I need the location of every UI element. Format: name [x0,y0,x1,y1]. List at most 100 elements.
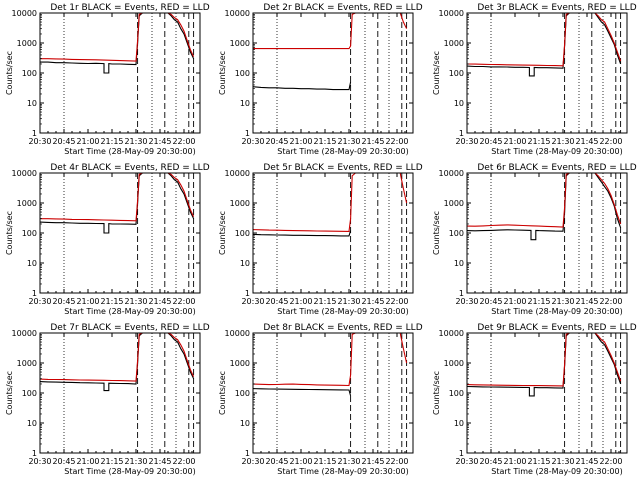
y-tick-label: 10000 [12,9,37,18]
y-tick-label: 1 [459,449,464,458]
x-tick-label: 21:30 [124,457,147,466]
panel-title: Det 8r BLACK = Events, RED = LLD [263,323,422,333]
x-tick-label: 21:00 [76,137,99,146]
y-axis-label: Counts/sec [432,211,441,255]
x-tick-label: 21:15 [313,137,336,146]
panel-title: Det 1r BLACK = Events, RED = LLD [50,3,209,13]
x-tick-label: 22:00 [385,457,408,466]
y-tick-label: 1 [459,289,464,298]
y-axis-label: Counts/sec [5,51,14,95]
y-tick-label: 1000 [17,199,37,208]
x-axis-label: Start Time (28-May-09 20:30:00) [277,147,408,156]
events-series-line [252,230,352,237]
x-axis-label: Start Time (28-May-09 20:30:00) [277,307,408,316]
x-tick-label: 20:30 [28,457,51,466]
lld-series-line [466,12,622,67]
x-tick-label: 21:00 [76,297,99,306]
events-series-line [39,172,195,234]
events-series-line [466,12,622,77]
x-tick-label: 20:45 [52,297,75,306]
x-tick-label: 20:30 [28,297,51,306]
y-tick-label: 1000 [444,359,464,368]
x-tick-label: 21:00 [289,137,312,146]
x-tick-label: 20:30 [455,457,478,466]
y-tick-label: 1000 [17,359,37,368]
x-tick-label: 21:45 [361,137,384,146]
x-tick-label: 21:45 [148,457,171,466]
panel-title: Det 6r BLACK = Events, RED = LLD [477,163,636,173]
panel-title: Det 9r BLACK = Events, RED = LLD [477,323,636,333]
lld-series-line [40,12,195,62]
detector-panel-6: Det 6r BLACK = Events, RED = LLD 20:30 20:… [432,163,637,316]
x-tick-label: 21:30 [124,297,147,306]
y-tick-label: 100 [449,389,464,398]
x-tick-label: 21:00 [503,297,526,306]
x-tick-label: 21:15 [527,297,550,306]
panel-title: Det 3r BLACK = Events, RED = LLD [477,3,636,13]
events-series-line [40,12,195,74]
lld-series-line [466,172,622,228]
x-tick-label: 20:30 [28,137,51,146]
x-axis-label: Start Time (28-May-09 20:30:00) [277,467,408,476]
x-tick-label: 21:15 [527,457,550,466]
y-tick-label: 10 [454,99,464,108]
y-tick-label: 100 [22,389,37,398]
events-series-line [39,332,195,392]
y-tick-label: 100 [235,389,250,398]
x-tick-label: 21:45 [361,297,384,306]
lld-series-line [39,332,195,382]
y-axis-label: Counts/sec [432,371,441,415]
events-series-line [252,81,352,91]
y-tick-label: 1000 [230,359,250,368]
x-tick-label: 21:15 [100,137,123,146]
x-axis-label: Start Time (28-May-09 20:30:00) [491,147,622,156]
x-tick-label: 22:00 [599,137,622,146]
events-series-line [252,388,352,397]
detector-panel-1: Det 1r BLACK = Events, RED = LLD 20:30 20:… [5,3,210,156]
y-tick-label: 10 [27,419,37,428]
x-tick-label: 21:15 [313,297,336,306]
y-axis-label: Counts/sec [5,211,14,255]
lld-series-line [252,332,408,387]
x-tick-label: 20:45 [265,297,288,306]
x-tick-label: 22:00 [172,297,195,306]
y-tick-label: 10000 [225,329,250,338]
y-tick-label: 100 [449,229,464,238]
y-tick-label: 100 [235,69,250,78]
y-tick-label: 10000 [225,9,250,18]
y-axis-label: Counts/sec [5,371,14,415]
x-tick-label: 22:00 [599,457,622,466]
x-tick-label: 22:00 [172,457,195,466]
y-axis-label: Counts/sec [432,51,441,95]
x-tick-label: 20:45 [265,137,288,146]
x-tick-label: 22:00 [172,137,195,146]
x-tick-label: 21:45 [148,137,171,146]
y-tick-label: 100 [22,229,37,238]
y-tick-label: 1 [245,289,250,298]
x-tick-label: 20:30 [455,297,478,306]
y-tick-label: 10 [240,259,250,268]
y-tick-label: 1 [245,449,250,458]
panel-title: Det 7r BLACK = Events, RED = LLD [50,323,209,333]
y-tick-label: 100 [22,69,37,78]
y-tick-label: 1000 [17,39,37,48]
y-tick-label: 1 [32,289,37,298]
x-tick-label: 21:30 [337,457,360,466]
y-tick-label: 100 [235,229,250,238]
detector-panel-7: Det 7r BLACK = Events, RED = LLD 20:30 20:… [5,323,210,476]
y-axis-label: Counts/sec [218,211,227,255]
y-tick-label: 1 [459,129,464,138]
y-tick-label: 100 [449,69,464,78]
x-tick-label: 21:45 [575,137,598,146]
detector-panel-4: Det 4r BLACK = Events, RED = LLD 20:30 20:… [5,163,210,316]
panel-title: Det 2r BLACK = Events, RED = LLD [263,3,422,13]
events-series-line [466,332,622,397]
x-tick-label: 21:30 [337,297,360,306]
panel-title: Det 4r BLACK = Events, RED = LLD [50,163,209,173]
detector-panel-3: Det 3r BLACK = Events, RED = LLD 20:30 20:… [432,3,637,156]
y-tick-label: 1000 [230,199,250,208]
x-tick-label: 21:15 [313,457,336,466]
x-tick-label: 21:15 [527,137,550,146]
y-tick-label: 10000 [225,169,250,178]
